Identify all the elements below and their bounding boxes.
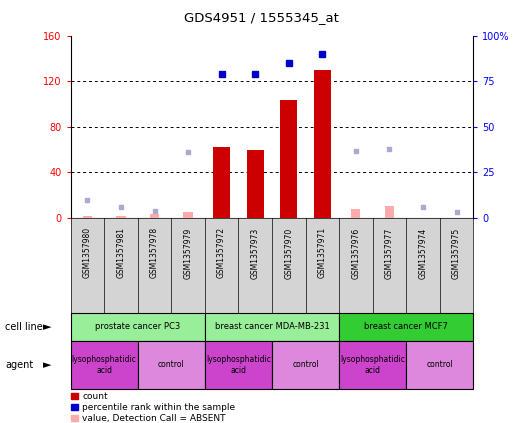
- Bar: [339, 341, 406, 389]
- Bar: [150, 214, 159, 218]
- Text: GSM1357975: GSM1357975: [452, 228, 461, 279]
- Text: control: control: [426, 360, 453, 369]
- Bar: [351, 209, 360, 218]
- Bar: [71, 313, 205, 341]
- Text: ►: ►: [43, 322, 51, 332]
- Text: breast cancer MCF7: breast cancer MCF7: [364, 322, 448, 331]
- Text: prostate cancer PC3: prostate cancer PC3: [95, 322, 180, 331]
- Bar: [280, 100, 297, 218]
- Text: lysophosphatidic
acid: lysophosphatidic acid: [72, 355, 137, 374]
- Text: percentile rank within the sample: percentile rank within the sample: [82, 403, 235, 412]
- Bar: [213, 147, 230, 218]
- Bar: [83, 216, 92, 218]
- Text: GSM1357973: GSM1357973: [251, 228, 260, 279]
- Bar: [339, 313, 473, 341]
- Text: count: count: [82, 392, 108, 401]
- Text: GSM1357980: GSM1357980: [83, 228, 92, 278]
- Text: control: control: [292, 360, 319, 369]
- Text: cell line: cell line: [5, 322, 43, 332]
- Bar: [71, 341, 138, 389]
- Text: agent: agent: [5, 360, 33, 370]
- Text: GSM1357972: GSM1357972: [217, 228, 226, 278]
- Text: ►: ►: [43, 360, 51, 370]
- Bar: [138, 341, 205, 389]
- Bar: [205, 341, 272, 389]
- Text: GSM1357979: GSM1357979: [184, 228, 192, 279]
- Bar: [272, 341, 339, 389]
- Text: value, Detection Call = ABSENT: value, Detection Call = ABSENT: [82, 414, 225, 423]
- Text: control: control: [158, 360, 185, 369]
- Bar: [205, 313, 339, 341]
- Text: GSM1357974: GSM1357974: [418, 228, 427, 279]
- Text: GSM1357977: GSM1357977: [385, 228, 394, 279]
- Bar: [406, 341, 473, 389]
- Bar: [184, 212, 192, 218]
- Text: GDS4951 / 1555345_at: GDS4951 / 1555345_at: [184, 11, 339, 24]
- Bar: [385, 206, 394, 218]
- Text: GSM1357981: GSM1357981: [117, 228, 126, 278]
- Bar: [247, 150, 264, 218]
- Text: GSM1357978: GSM1357978: [150, 228, 159, 278]
- Text: breast cancer MDA-MB-231: breast cancer MDA-MB-231: [214, 322, 329, 331]
- Text: GSM1357970: GSM1357970: [284, 228, 293, 279]
- Text: lysophosphatidic
acid: lysophosphatidic acid: [340, 355, 405, 374]
- Bar: [116, 216, 126, 218]
- Bar: [314, 70, 331, 218]
- Text: GSM1357976: GSM1357976: [351, 228, 360, 279]
- Text: GSM1357971: GSM1357971: [318, 228, 327, 278]
- Text: lysophosphatidic
acid: lysophosphatidic acid: [206, 355, 271, 374]
